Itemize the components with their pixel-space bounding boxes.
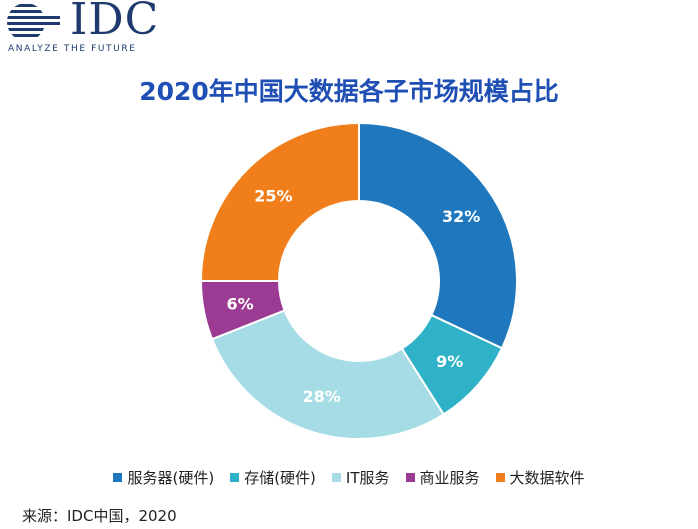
legend-item-2: IT服务 xyxy=(331,467,390,488)
slice-label-4: 25% xyxy=(254,186,292,205)
legend-swatch-2 xyxy=(331,473,341,482)
chart-legend: 服务器(硬件) 存储(硬件) IT服务 商业服务 大数据软件 xyxy=(0,467,698,488)
slice-label-3: 6% xyxy=(227,295,254,314)
legend-label-2: IT服务 xyxy=(345,469,390,487)
globe-icon xyxy=(7,4,60,37)
legend-swatch-4 xyxy=(495,473,505,482)
slice-2 xyxy=(210,309,446,440)
legend-swatch-1 xyxy=(230,473,240,482)
legend-item-1: 存储(硬件) xyxy=(230,467,316,488)
legend-item-0: 服务器(硬件) xyxy=(113,467,214,488)
legend-label-0: 服务器(硬件) xyxy=(127,469,215,487)
legend-item-3: 商业服务 xyxy=(405,467,480,488)
legend-label-4: 大数据软件 xyxy=(509,469,585,487)
slice-4 xyxy=(199,121,360,282)
logo-brand: IDC xyxy=(70,0,160,45)
legend-swatch-3 xyxy=(405,473,415,482)
legend-item-4: 大数据软件 xyxy=(495,467,585,488)
slice-label-0: 32% xyxy=(442,207,480,226)
slice-label-2: 28% xyxy=(302,387,340,406)
idc-logo: IDC ANALYZE THE FUTURE xyxy=(6,0,176,56)
chart-title: 2020年中国大数据各子市场规模占比 xyxy=(139,77,559,106)
slice-0 xyxy=(358,121,518,350)
legend-swatch-0 xyxy=(113,473,123,482)
legend-label-1: 存储(硬件) xyxy=(244,469,316,487)
legend-label-3: 商业服务 xyxy=(419,469,480,487)
source-note: 来源：IDC中国，2020 xyxy=(22,507,177,525)
logo-tagline: ANALYZE THE FUTURE xyxy=(8,44,137,54)
slice-label-1: 9% xyxy=(436,352,463,371)
